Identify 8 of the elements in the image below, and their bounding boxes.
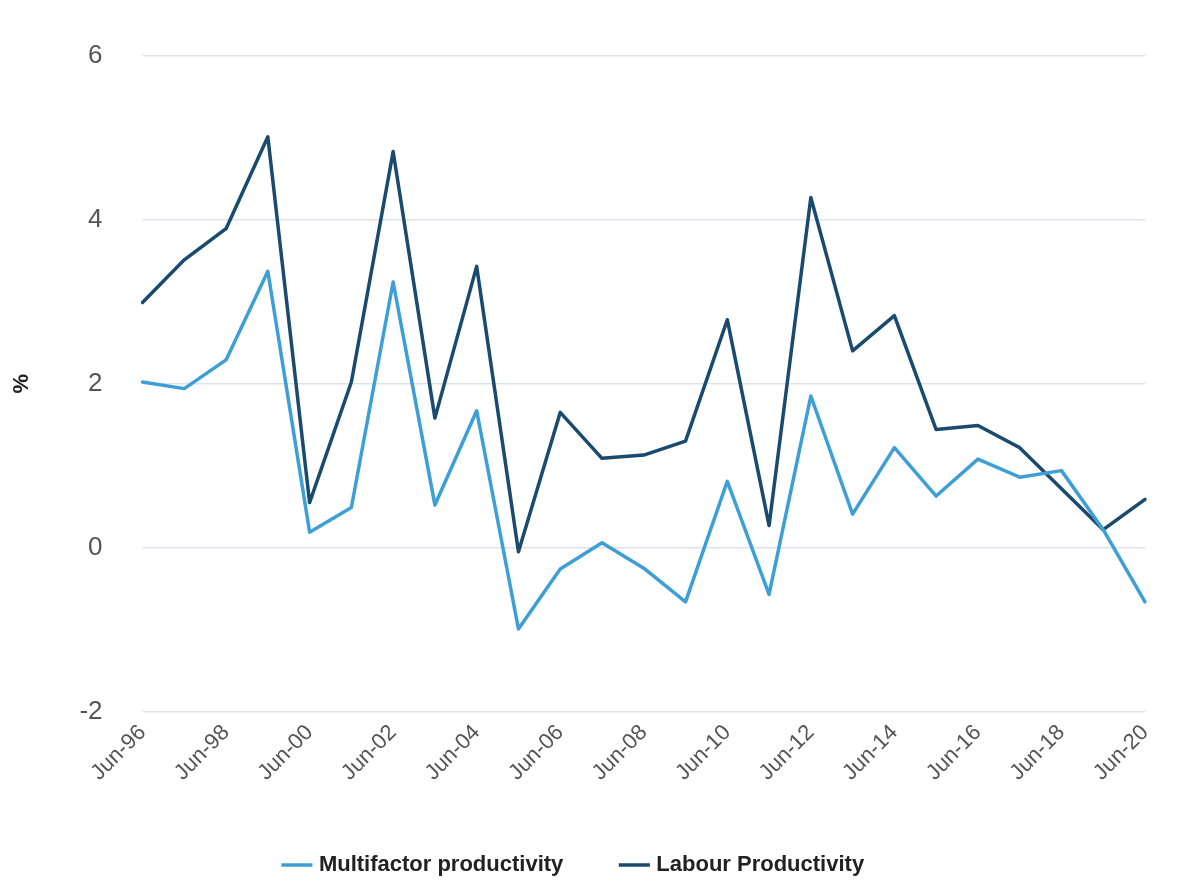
y-tick-label: 4 xyxy=(88,202,103,233)
legend-label: Labour Productivity xyxy=(656,851,865,877)
y-tick-label: 0 xyxy=(88,530,103,561)
legend-label: Multifactor productivity xyxy=(318,851,565,877)
y-tick-label: 2 xyxy=(88,366,103,397)
y-axis-title: % xyxy=(8,373,34,394)
y-tick-label: -2 xyxy=(79,694,103,725)
y-tick-label: 6 xyxy=(88,38,103,69)
